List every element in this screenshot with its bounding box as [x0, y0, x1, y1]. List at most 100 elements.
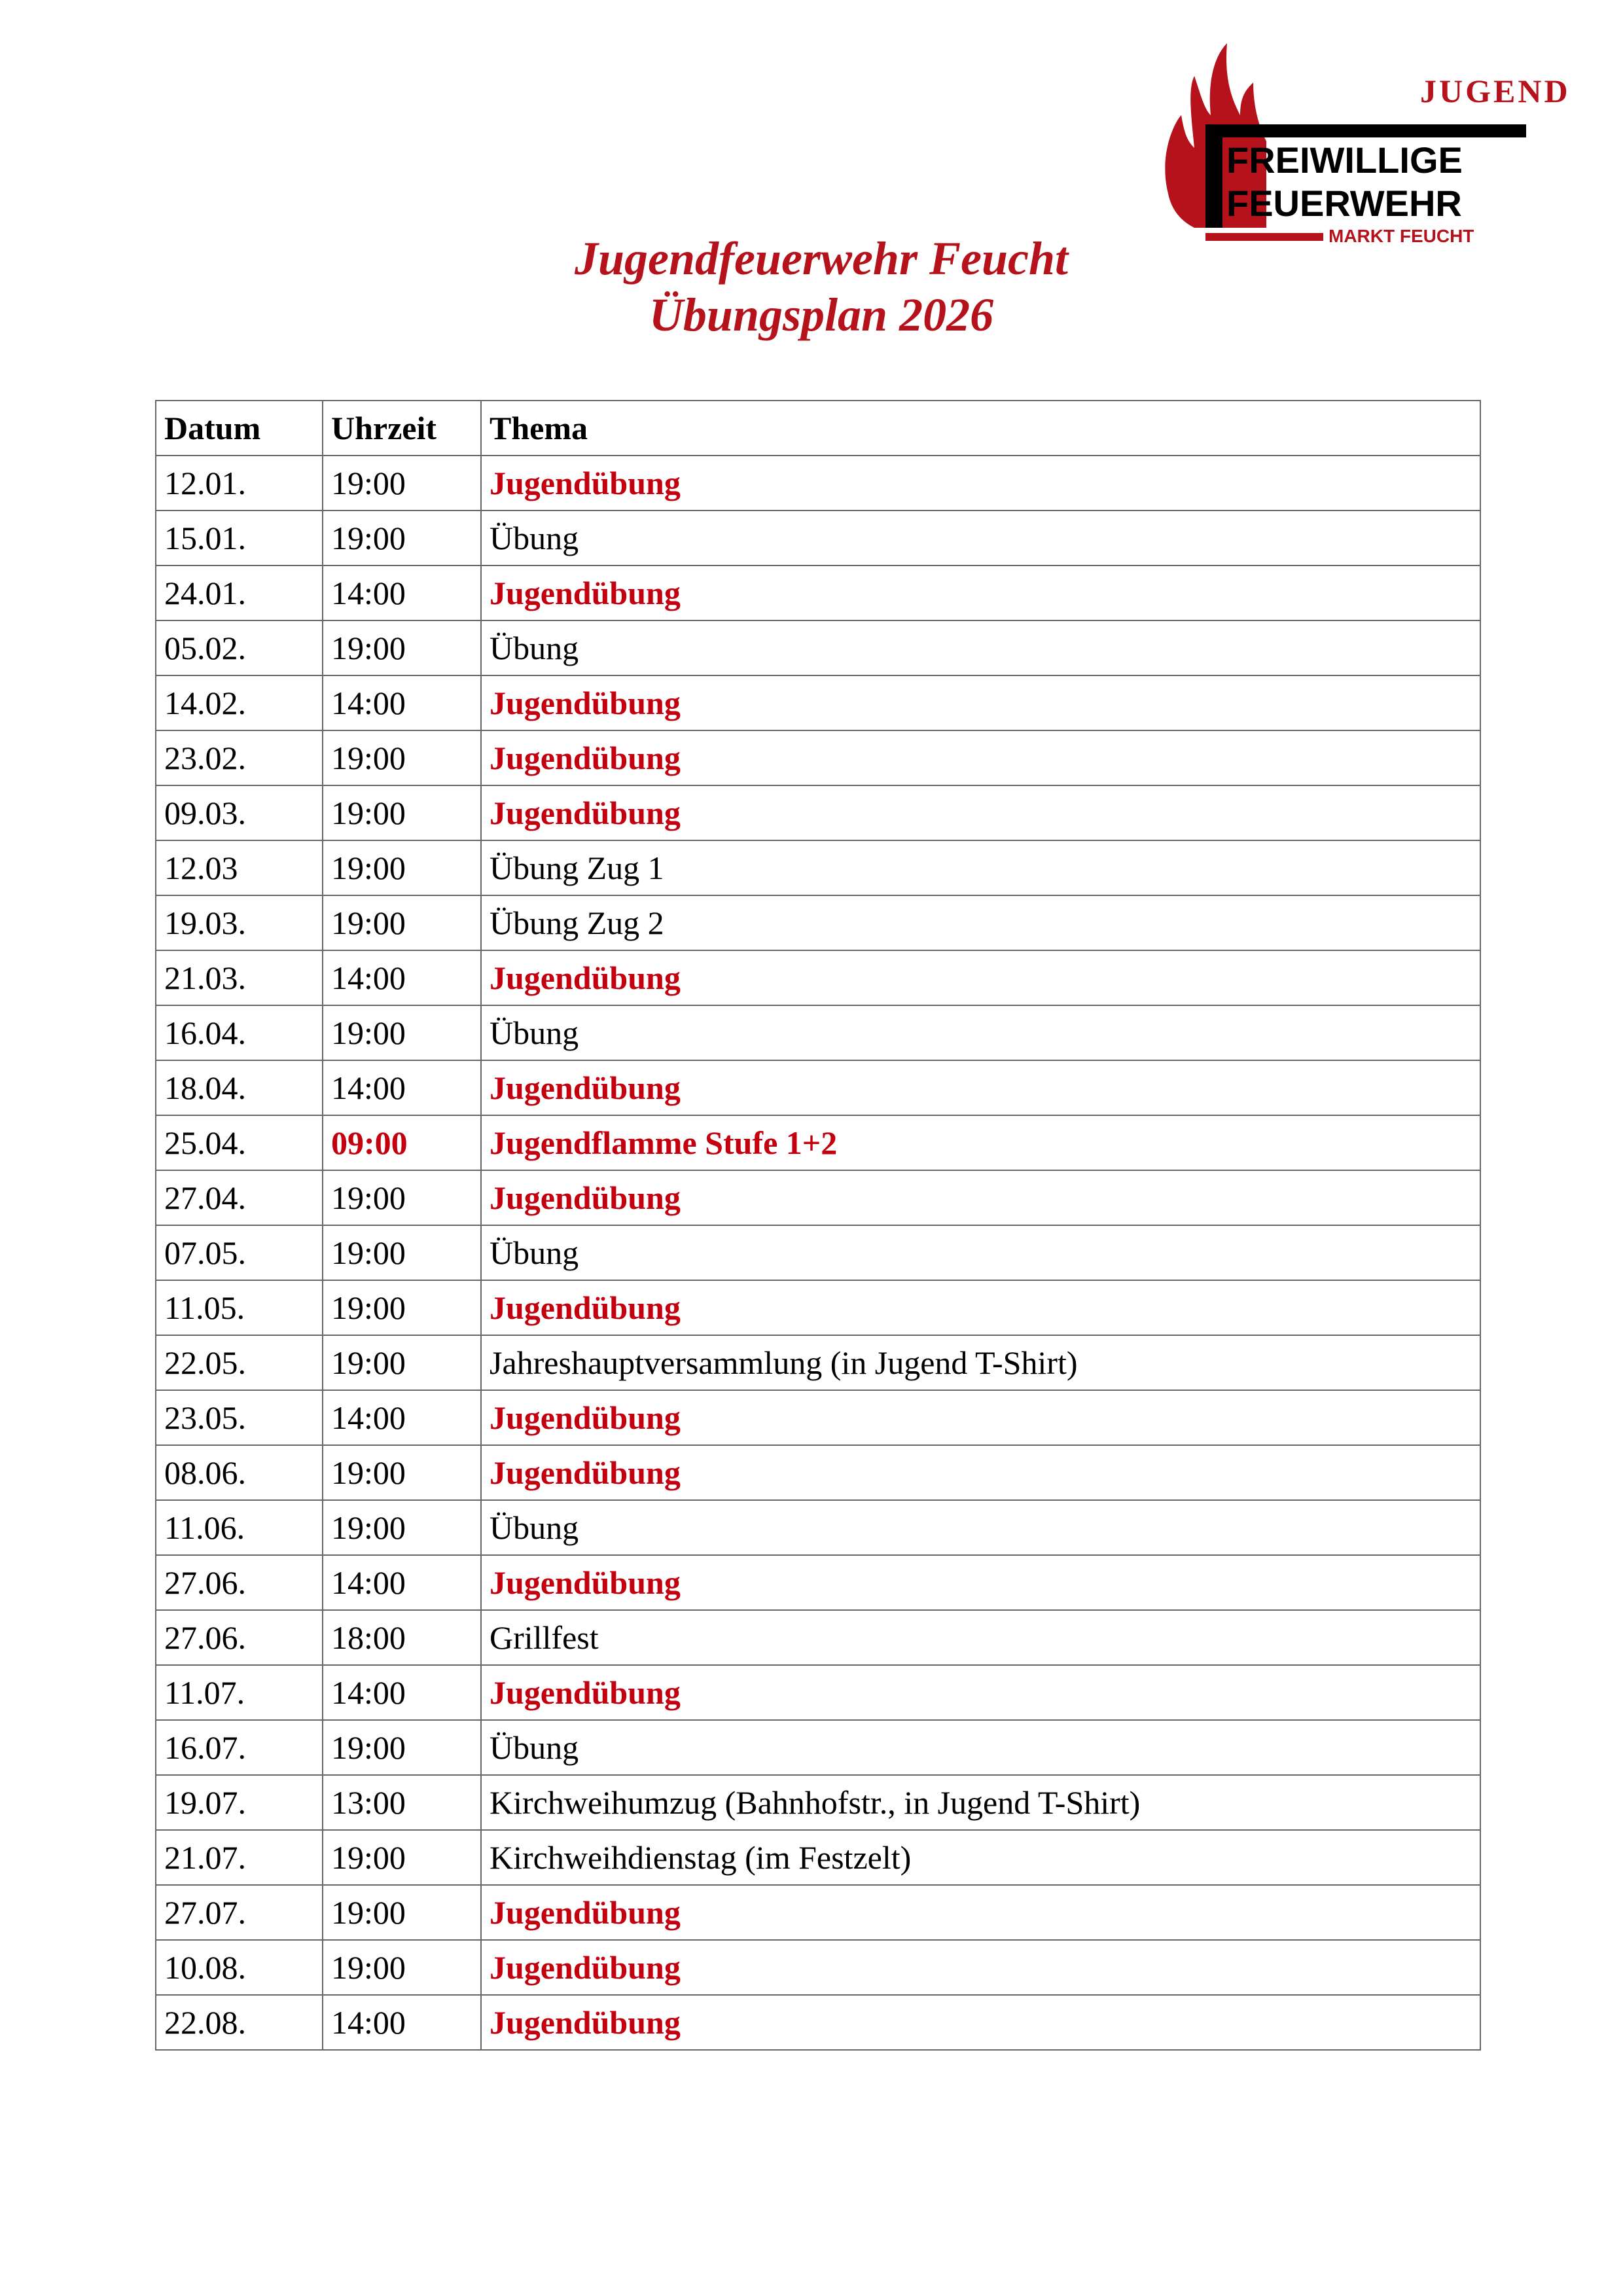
cell-topic: Jugendübung	[480, 1664, 1481, 1721]
table-row: 23.02. 19:00 Jugendübung	[155, 730, 1481, 786]
table-header-row: Datum Uhrzeit Thema	[155, 400, 1481, 456]
cell-time: 19:00	[322, 1829, 482, 1886]
cell-time: 19:00	[322, 1335, 482, 1391]
table-row: 08.06. 19:00 Jugendübung	[155, 1444, 1481, 1501]
cell-topic: Jugendübung	[480, 1170, 1481, 1226]
table-row: 07.05. 19:00 Übung	[155, 1225, 1481, 1281]
cell-date: 27.04.	[155, 1170, 323, 1226]
table-row: 22.08. 14:00 Jugendübung	[155, 1994, 1481, 2051]
cell-topic: Übung	[480, 1719, 1481, 1776]
cell-topic: Übung	[480, 1005, 1481, 1061]
logo-line3: MARKT FEUCHT	[1329, 226, 1474, 246]
cell-date: 12.01.	[155, 455, 323, 511]
cell-time: 19:00	[322, 455, 482, 511]
table-row: 11.05. 19:00 Jugendübung	[155, 1280, 1481, 1336]
cell-date: 12.03	[155, 840, 323, 896]
logo-top-bar	[1205, 124, 1526, 137]
cell-topic: Übung	[480, 1225, 1481, 1281]
logo-line1: FREIWILLIGE	[1226, 139, 1463, 181]
table-row: 22.05. 19:00 Jahreshauptversammlung (in Ju…	[155, 1335, 1481, 1391]
cell-time: 19:00	[322, 1170, 482, 1226]
cell-time: 14:00	[322, 1994, 482, 2051]
table-row: 23.05. 14:00 Jugendübung	[155, 1390, 1481, 1446]
cell-date: 27.06.	[155, 1554, 323, 1611]
cell-time: 19:00	[322, 510, 482, 566]
cell-date: 19.03.	[155, 895, 323, 951]
cell-date: 21.03.	[155, 950, 323, 1006]
cell-topic: Jugendübung	[480, 1994, 1481, 2051]
cell-topic: Übung Zug 1	[480, 840, 1481, 896]
cell-date: 23.05.	[155, 1390, 323, 1446]
cell-date: 11.05.	[155, 1280, 323, 1336]
cell-topic: Jugendübung	[480, 1444, 1481, 1501]
cell-topic: Jugendübung	[480, 1280, 1481, 1336]
table-row: 12.03 19:00 Übung Zug 1	[155, 840, 1481, 896]
cell-topic: Jugendübung	[480, 730, 1481, 786]
table-row: 27.07. 19:00 Jugendübung	[155, 1884, 1481, 1941]
cell-time: 14:00	[322, 950, 482, 1006]
cell-date: 07.05.	[155, 1225, 323, 1281]
table-row: 11.06. 19:00 Übung	[155, 1499, 1481, 1556]
cell-date: 25.04.	[155, 1115, 323, 1171]
cell-time: 14:00	[322, 1664, 482, 1721]
table-row: 05.02. 19:00 Übung	[155, 620, 1481, 676]
table-row: 09.03. 19:00 Jugendübung	[155, 785, 1481, 841]
schedule-table: Datum Uhrzeit Thema 12.01. 19:00 Jugendübu…	[155, 400, 1481, 2051]
cell-topic: Jugendübung	[480, 675, 1481, 731]
cell-time: 19:00	[322, 895, 482, 951]
table-row: 24.01. 14:00 Jugendübung	[155, 565, 1481, 621]
cell-time: 19:00	[322, 1499, 482, 1556]
cell-date: 15.01.	[155, 510, 323, 566]
cell-date: 10.08.	[155, 1939, 323, 1996]
cell-topic: Jahreshauptversammlung (in Jugend T-Shir…	[480, 1335, 1481, 1391]
cell-time: 19:00	[322, 1005, 482, 1061]
cell-time: 19:00	[322, 840, 482, 896]
cell-topic: Jugendübung	[480, 950, 1481, 1006]
cell-topic: Kirchweihdienstag (im Festzelt)	[480, 1829, 1481, 1886]
table-row: 19.07. 13:00 Kirchweihumzug (Bahnhofstr., …	[155, 1774, 1481, 1831]
cell-topic: Jugendübung	[480, 1390, 1481, 1446]
header-uhrzeit: Uhrzeit	[322, 400, 482, 456]
table-row: 15.01. 19:00 Übung	[155, 510, 1481, 566]
cell-topic: Jugendflamme Stufe 1+2	[480, 1115, 1481, 1171]
cell-topic: Jugendübung	[480, 565, 1481, 621]
cell-topic: Jugendübung	[480, 1884, 1481, 1941]
cell-topic: Übung	[480, 1499, 1481, 1556]
cell-date: 05.02.	[155, 620, 323, 676]
cell-time: 14:00	[322, 675, 482, 731]
table-row: 21.03. 14:00 Jugendübung	[155, 950, 1481, 1006]
cell-time: 19:00	[322, 1939, 482, 1996]
table-row: 10.08. 19:00 Jugendübung	[155, 1939, 1481, 1996]
cell-date: 11.06.	[155, 1499, 323, 1556]
cell-topic: Übung	[480, 510, 1481, 566]
table-row: 19.03. 19:00 Übung Zug 2	[155, 895, 1481, 951]
cell-time: 13:00	[322, 1774, 482, 1831]
cell-date: 27.06.	[155, 1609, 323, 1666]
cell-topic: Jugendübung	[480, 1554, 1481, 1611]
cell-time: 09:00	[322, 1115, 482, 1171]
table-row: 16.07. 19:00 Übung	[155, 1719, 1481, 1776]
cell-time: 14:00	[322, 1554, 482, 1611]
table-row: 18.04. 14:00 Jugendübung	[155, 1060, 1481, 1116]
cell-time: 18:00	[322, 1609, 482, 1666]
table-row: 25.04. 09:00 Jugendflamme Stufe 1+2	[155, 1115, 1481, 1171]
header-datum: Datum	[155, 400, 323, 456]
cell-time: 19:00	[322, 1719, 482, 1776]
cell-topic: Grillfest	[480, 1609, 1481, 1666]
table-row: 11.07. 14:00 Jugendübung	[155, 1664, 1481, 1721]
cell-date: 18.04.	[155, 1060, 323, 1116]
page-title: Jugendfeuerwehr Feucht Übungsplan 2026	[461, 230, 1181, 343]
cell-topic: Jugendübung	[480, 455, 1481, 511]
logo-red-bar	[1205, 233, 1323, 241]
table-row: 27.06. 14:00 Jugendübung	[155, 1554, 1481, 1611]
table-row: 14.02. 14:00 Jugendübung	[155, 675, 1481, 731]
cell-time: 14:00	[322, 1060, 482, 1116]
cell-date: 22.05.	[155, 1335, 323, 1391]
logo-jugend: JUGEND	[1420, 73, 1571, 109]
table-row: 12.01. 19:00 Jugendübung	[155, 455, 1481, 511]
cell-time: 19:00	[322, 1225, 482, 1281]
table-row: 21.07. 19:00 Kirchweihdienstag (im Festzel…	[155, 1829, 1481, 1886]
cell-time: 19:00	[322, 1444, 482, 1501]
cell-topic: Jugendübung	[480, 1939, 1481, 1996]
table-row: 16.04. 19:00 Übung	[155, 1005, 1481, 1061]
